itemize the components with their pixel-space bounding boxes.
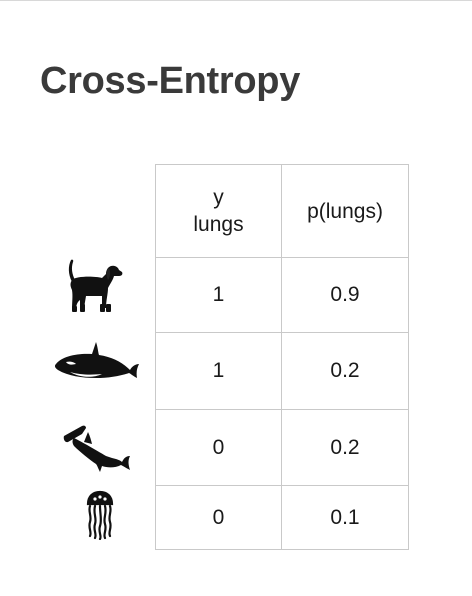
- slide-title: Cross-Entropy: [40, 60, 301, 102]
- cell-y: 0: [155, 409, 282, 486]
- top-divider: [0, 0, 472, 1]
- cell-p: 0.9: [281, 257, 409, 333]
- header-p-lungs: p(lungs): [281, 164, 409, 258]
- cell-y: 1: [155, 332, 282, 410]
- table-row: 1 0.2: [155, 332, 409, 410]
- hammerhead-shark-icon: [60, 422, 132, 478]
- dog-icon: [62, 256, 124, 314]
- table-row: 0 0.2: [155, 409, 409, 486]
- table-row: 0 0.1: [155, 485, 409, 550]
- header-y-lungs: y lungs: [155, 164, 282, 258]
- cell-p: 0.1: [281, 485, 409, 550]
- cell-y: 1: [155, 257, 282, 333]
- cell-y: 0: [155, 485, 282, 550]
- table-row: 1 0.9: [155, 257, 409, 333]
- cell-p: 0.2: [281, 409, 409, 486]
- header-y-line1: y: [213, 186, 224, 209]
- jellyfish-icon: [82, 490, 118, 540]
- cell-p: 0.2: [281, 332, 409, 410]
- data-table: y lungs p(lungs) 1 0.9 1 0.2 0 0.2 0 0.1: [155, 164, 409, 550]
- header-y-line2: lungs: [193, 213, 244, 236]
- orca-icon: [52, 340, 140, 386]
- table-header-row: y lungs p(lungs): [155, 164, 409, 258]
